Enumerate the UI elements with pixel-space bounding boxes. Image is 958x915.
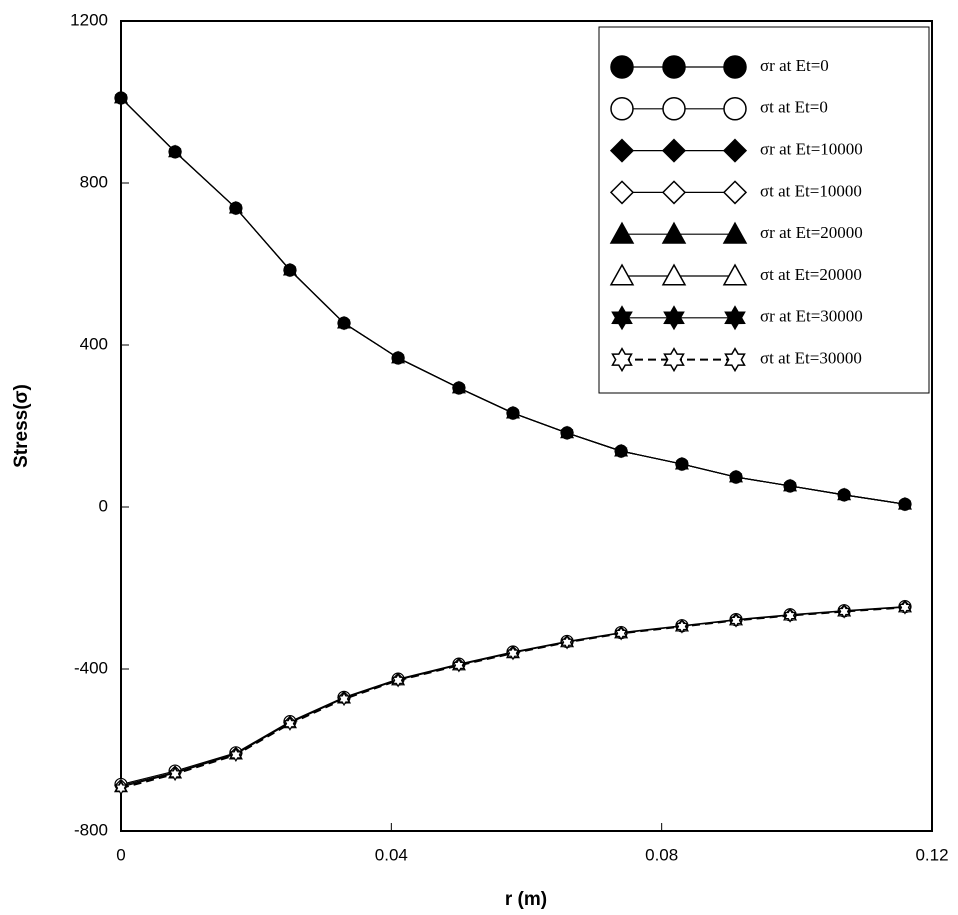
legend-marker: [609, 263, 635, 286]
x-tick-label: 0.04: [375, 845, 408, 864]
y-axis-label: Stress(σ): [11, 384, 32, 468]
legend-marker: [722, 221, 748, 244]
series-line: [120, 606, 906, 788]
legend-marker: [609, 138, 635, 163]
marker: [560, 425, 574, 441]
legend-label: σr at Et=20000: [760, 223, 863, 242]
marker: [898, 496, 912, 512]
marker: [614, 443, 628, 459]
legend-label: σt at Et=0: [760, 98, 828, 117]
legend-label: σr at Et=0: [760, 56, 829, 75]
marker: [783, 608, 797, 623]
legend-label: σr at Et=10000: [760, 140, 863, 159]
legend-marker: [662, 55, 686, 79]
legend-marker: [610, 55, 634, 79]
marker: [114, 780, 128, 796]
legend-marker: [661, 221, 687, 244]
legend-marker: [722, 138, 748, 163]
legend-marker: [610, 97, 634, 121]
legend-label: σt at Et=30000: [760, 349, 862, 368]
marker: [168, 144, 182, 160]
legend-box: [598, 26, 930, 394]
marker: [168, 766, 182, 782]
x-tick-label: 0: [116, 845, 125, 864]
marker: [675, 456, 689, 472]
marker: [452, 380, 466, 396]
y-tick-label: 400: [80, 334, 108, 353]
y-tick-label: 0: [99, 496, 108, 515]
legend-marker: [722, 263, 748, 286]
legend-marker: [723, 55, 747, 79]
marker: [783, 478, 797, 494]
legend-label: σt at Et=10000: [760, 181, 862, 200]
marker: [898, 600, 912, 615]
legend-marker: [722, 180, 748, 205]
marker: [229, 747, 243, 763]
legend-marker: [609, 221, 635, 244]
legend-label: σt at Et=20000: [760, 265, 862, 284]
marker: [560, 635, 574, 650]
marker: [114, 90, 128, 106]
marker: [506, 405, 520, 421]
series-line: [120, 606, 906, 790]
plot-frame: [120, 20, 933, 832]
marker: [452, 658, 466, 673]
y-tick-label: 1200: [70, 10, 108, 29]
legend-label: σr at Et=30000: [760, 307, 863, 326]
marker: [391, 673, 405, 688]
legend-marker: [663, 347, 685, 373]
y-tick-label: 800: [80, 172, 108, 191]
legend-marker: [661, 263, 687, 286]
y-tick-label: -800: [74, 820, 108, 839]
legend-marker: [663, 305, 685, 331]
marker: [283, 716, 297, 731]
x-tick-label: 0.12: [915, 845, 948, 864]
marker: [229, 200, 243, 216]
marker: [506, 646, 520, 661]
marker: [729, 469, 743, 485]
legend-marker: [662, 97, 686, 121]
legend-marker: [611, 305, 633, 331]
marker: [337, 315, 351, 331]
legend-marker: [724, 305, 746, 331]
legend-marker: [661, 138, 687, 163]
legend-marker: [609, 180, 635, 205]
marker: [614, 626, 628, 641]
marker: [391, 350, 405, 366]
marker: [337, 691, 351, 707]
x-axis-label: r (m): [505, 889, 547, 910]
marker: [837, 604, 851, 619]
legend-marker: [611, 347, 633, 373]
y-tick-label: -400: [74, 658, 108, 677]
legend-marker: [661, 180, 687, 205]
x-tick-label: 0.08: [645, 845, 678, 864]
marker: [283, 262, 297, 278]
legend-marker: [724, 347, 746, 373]
marker: [675, 619, 689, 634]
legend-marker: [723, 97, 747, 121]
marker: [729, 613, 743, 628]
marker: [837, 487, 851, 503]
